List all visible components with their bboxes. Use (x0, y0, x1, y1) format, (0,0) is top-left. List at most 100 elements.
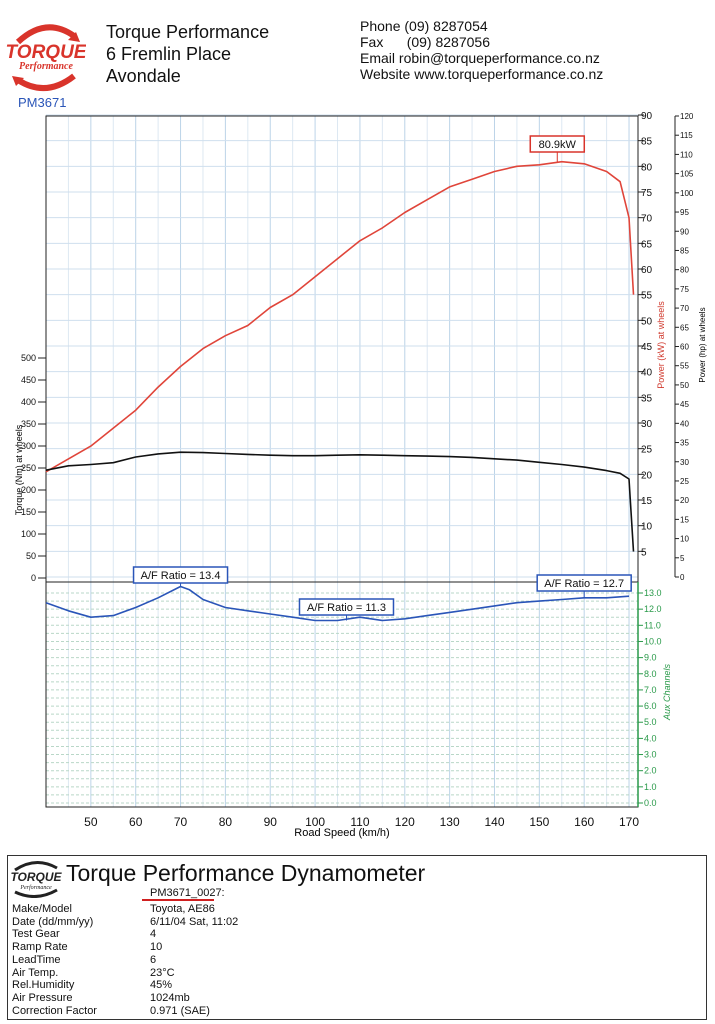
address-line-1: 6 Fremlin Place (106, 44, 232, 64)
aux-tick-label: 1.0 (644, 782, 657, 792)
spec-value: 45% (150, 979, 173, 992)
hp-tick-label: 70 (680, 304, 689, 313)
x-tick-label: 110 (350, 815, 369, 829)
panel-logo: TORQUE Performance (9, 858, 63, 898)
torque-tick-label: 100 (21, 529, 36, 539)
spec-label: LeadTime (12, 953, 61, 966)
spec-value: 6/11/04 Sat, 11:02 (150, 915, 239, 928)
spec-row: Make/Model Toyota, AE86 (12, 903, 412, 916)
x-tick-label: 80 (219, 815, 233, 829)
spec-value: 23°C (150, 966, 175, 979)
hp-tick-label: 20 (680, 496, 689, 505)
kw-tick-label: 90 (641, 111, 653, 122)
x-tick-label: 160 (574, 815, 594, 829)
website-row: Website www.torqueperformance.co.nz (360, 66, 603, 82)
torque-tick-label: 500 (21, 353, 36, 363)
torque-tick-label: 200 (21, 485, 36, 495)
torque-axis-label: Torque (Nm) at wheels (14, 424, 24, 515)
spec-value: 0.971 (SAE) (150, 1004, 210, 1017)
hp-tick-label: 60 (680, 343, 689, 352)
hp-tick-label: 40 (680, 419, 689, 428)
kw-tick-label: 60 (641, 265, 653, 276)
chart-grid (46, 114, 638, 807)
torque-tick-label: 450 (21, 375, 36, 385)
kw-tick-label: 50 (641, 316, 653, 327)
af-end-annotation: A/F Ratio = 12.7 (544, 578, 624, 590)
logo-text-sub: Performance (19, 61, 73, 72)
spec-label: Make/Model (12, 903, 72, 915)
phone-label: Phone (360, 18, 401, 34)
logo-arrow-icon-2 (12, 76, 24, 86)
fax-label: Fax (360, 34, 384, 50)
kw-tick-label: 75 (641, 188, 653, 199)
kw-tick-label: 30 (641, 419, 653, 430)
hp-tick-label: 65 (680, 323, 689, 332)
aux-tick-label: 8.0 (644, 669, 657, 679)
address-line-2: Avondale (106, 66, 181, 86)
kw-tick-label: 25 (641, 445, 653, 456)
dyno-info-panel: TORQUE Performance Torque Performance Dy… (7, 855, 707, 1020)
power-hp-axis-label: Power (hp) at wheels (698, 307, 707, 382)
email-row: Email robin@torqueperformance.co.nz (360, 50, 603, 66)
spec-row: Test Gear 4 (12, 928, 412, 941)
aux-tick-label: 10.0 (644, 636, 662, 646)
spec-row: Air Pressure 1024mb (12, 992, 412, 1005)
x-tick-label: 150 (529, 815, 549, 829)
hp-tick-label: 5 (680, 554, 685, 563)
spec-label: Correction Factor (12, 1004, 97, 1017)
spec-row: LeadTime 6 (12, 954, 412, 967)
phone-value: (09) 8287054 (404, 18, 488, 34)
aux-tick-label: 5.0 (644, 717, 657, 727)
aux-tick-label: 3.0 (644, 750, 657, 760)
spec-row: Correction Factor 0.971 (SAE) (12, 1005, 412, 1018)
spec-row: Date (dd/mm/yy) 6/11/04 Sat, 11:02 (12, 916, 412, 929)
hp-tick-label: 30 (680, 458, 689, 467)
hp-tick-label: 35 (680, 439, 689, 448)
power-kw-axis-label: Power (kW) at wheels (656, 301, 666, 389)
spec-row: Air Temp. 23°C (12, 967, 412, 980)
x-axis-label: Road Speed (km/h) (294, 827, 389, 839)
kw-tick-label: 5 (641, 547, 647, 558)
torque-tick-label: 250 (21, 463, 36, 473)
fax-row: Fax (09) 8287056 (360, 34, 603, 50)
series-lines (45, 160, 635, 622)
aux-tick-label: 0.0 (644, 798, 657, 808)
hp-tick-label: 25 (680, 477, 689, 486)
hp-tick-label: 0 (680, 573, 685, 582)
torque-line (45, 451, 635, 552)
axis-ticks: 50 60 70 80 90 100 110 120 130 140 150 160 170050100… (21, 111, 694, 829)
contact-block: Phone (09) 8287054 Fax (09) 8287056 Emai… (360, 18, 603, 82)
kw-tick-label: 65 (641, 239, 653, 250)
x-tick-label: 140 (484, 815, 504, 829)
hp-tick-label: 110 (680, 150, 693, 159)
af-mid-annotation: A/F Ratio = 11.3 (307, 602, 386, 614)
panel-logo-sub: Performance (19, 884, 52, 891)
aux-tick-label: 11.0 (644, 620, 661, 630)
kw-tick-label: 40 (641, 368, 653, 379)
aux-axis-label: Aux Channels (662, 663, 672, 721)
plot-frame (45, 115, 639, 808)
aux-tick-label: 12.0 (644, 604, 662, 614)
hp-tick-label: 50 (680, 381, 689, 390)
hp-tick-label: 75 (680, 285, 689, 294)
hp-tick-label: 105 (680, 170, 694, 179)
hp-tick-label: 95 (680, 208, 689, 217)
fax-value: (09) 8287056 (406, 34, 490, 50)
aux-tick-label: 7.0 (644, 685, 657, 695)
spec-value: 4 (150, 928, 157, 941)
hp-tick-label: 10 (680, 535, 689, 544)
run-id-underline (142, 899, 214, 901)
hp-tick-label: 120 (680, 112, 694, 121)
hp-tick-label: 80 (680, 266, 689, 275)
torque-tick-label: 0 (31, 573, 36, 583)
spec-value: 1024mb (150, 991, 190, 1004)
aux-tick-label: 4.0 (644, 733, 657, 743)
email-label: Email (360, 50, 396, 66)
spec-row: Ramp Rate 10 (12, 941, 412, 954)
peak-power-annotation: 80.9kW (539, 139, 577, 151)
x-tick-label: 100 (305, 815, 325, 829)
hp-tick-label: 45 (680, 400, 689, 409)
panel-logo-swoosh-bottom (14, 888, 58, 898)
company-name: Torque Performance (106, 22, 270, 42)
phone-row: Phone (09) 8287054 (360, 18, 603, 34)
